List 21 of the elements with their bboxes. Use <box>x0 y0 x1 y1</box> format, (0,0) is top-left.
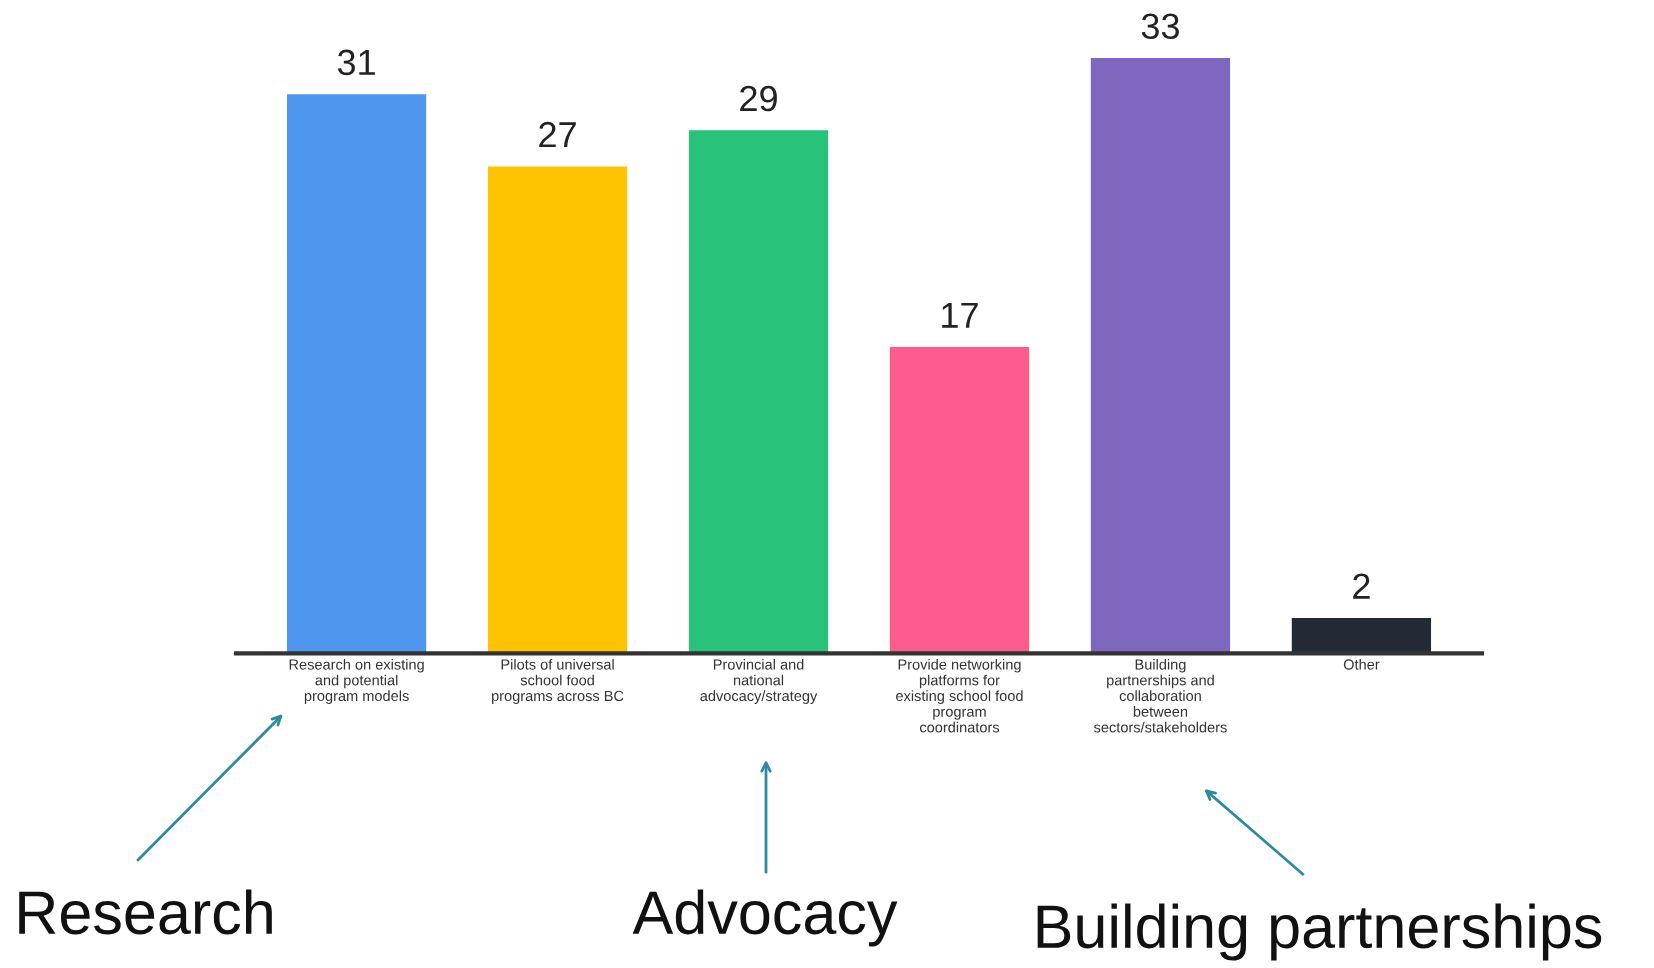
data-label: 2 <box>1353 573 1370 599</box>
text: Building partnerships <box>1037 903 1602 961</box>
bar <box>888 345 1031 654</box>
x-tick-label: Pilots of universal school food programs across BC <box>492 658 624 704</box>
bar <box>687 128 830 654</box>
data-label: 29 <box>740 85 777 112</box>
bar <box>1290 616 1433 654</box>
text: Research <box>19 889 272 935</box>
x-tick-label: Provide networking platforms for existing school food program coordinators <box>896 658 1023 733</box>
x-tick-label: Building partnerships and collaboration between sectors/stakeholders <box>1093 658 1227 733</box>
data-label: 17 <box>942 302 978 328</box>
bar <box>285 92 428 654</box>
x-tick-label: Other <box>1343 658 1380 670</box>
bar <box>1089 56 1232 654</box>
data-label: 31 <box>337 49 375 76</box>
data-label: 33 <box>1141 13 1179 40</box>
x-tick-label: Research on existing and potential program models <box>289 658 424 704</box>
text: Advocacy <box>632 889 898 947</box>
bar <box>486 164 629 654</box>
data-label: 27 <box>539 121 576 148</box>
x-tick-label: Provincial and national advocacy/strategy <box>700 658 818 704</box>
